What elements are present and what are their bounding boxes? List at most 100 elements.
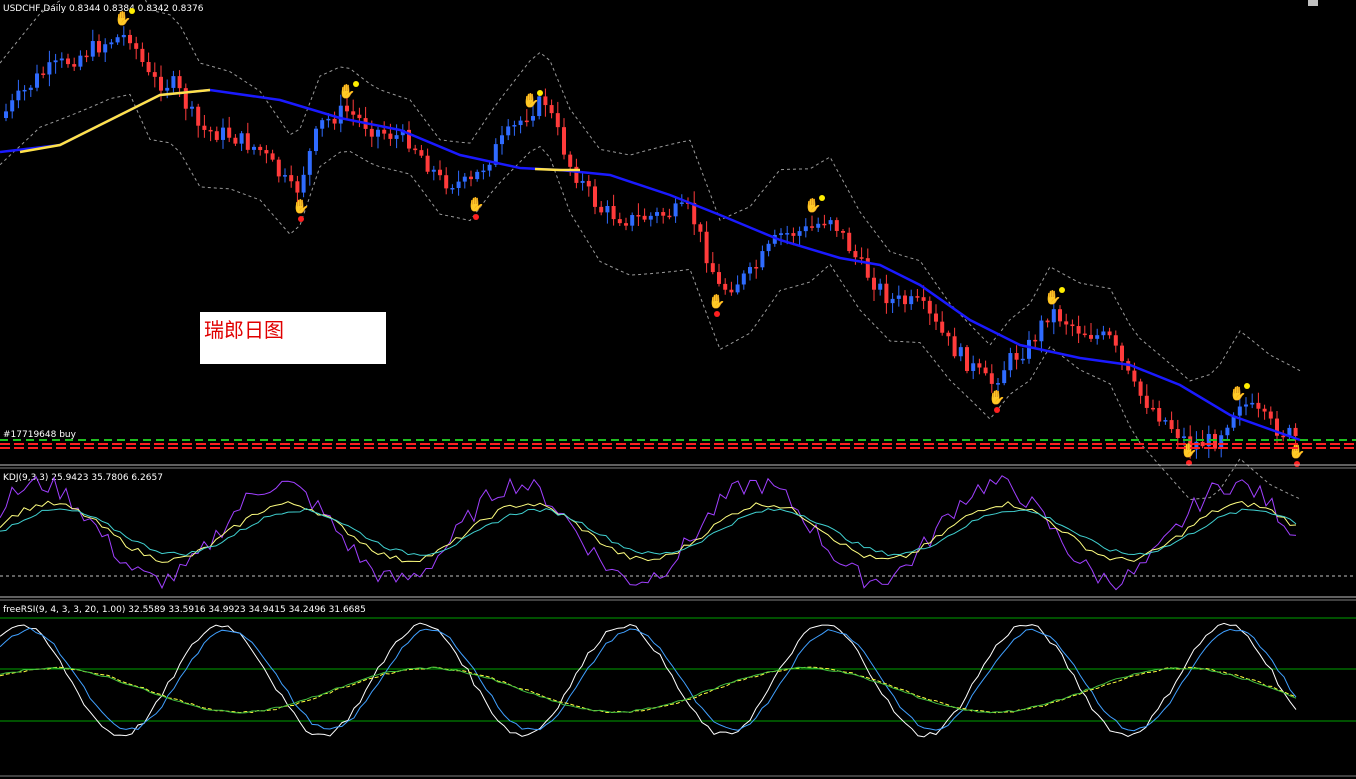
candle-body xyxy=(53,60,58,63)
candle-body xyxy=(1151,407,1155,410)
candle-body xyxy=(1237,406,1242,416)
candle-body xyxy=(1101,331,1106,336)
candle-body xyxy=(245,133,250,150)
candle-body xyxy=(884,283,889,304)
candle-body xyxy=(1089,334,1093,339)
candle-body xyxy=(202,125,207,130)
candle-body xyxy=(630,215,635,226)
candle-body xyxy=(859,257,864,259)
candle-body xyxy=(444,175,449,189)
candle-body xyxy=(1113,335,1118,346)
candle-body xyxy=(307,151,312,175)
candle-body xyxy=(865,258,870,278)
candle-body xyxy=(667,215,672,218)
sell-hand-icon: ✋ xyxy=(338,83,355,100)
candle-body xyxy=(816,223,821,228)
candle-body xyxy=(642,215,647,220)
candle-body xyxy=(394,135,399,139)
candle-body xyxy=(1275,418,1279,436)
candle-body xyxy=(878,283,883,290)
candle-body xyxy=(1287,427,1292,437)
candle-body xyxy=(717,272,721,284)
candle-body xyxy=(413,148,418,151)
candle-body xyxy=(834,220,839,231)
sell-hand-icon: ✋ xyxy=(114,10,131,27)
candle-body xyxy=(165,87,170,91)
candle-body xyxy=(376,129,380,137)
candle-body xyxy=(586,180,591,187)
candle-body xyxy=(574,166,579,183)
buy-hand-icon: ✋ xyxy=(1288,443,1305,460)
candle-body xyxy=(549,105,554,114)
sell-hand-icon: ✋ xyxy=(1229,385,1246,402)
candle-body xyxy=(1027,339,1031,359)
lower-band xyxy=(0,93,1301,501)
candle-body xyxy=(828,220,833,225)
candle-body xyxy=(636,215,641,217)
candle-body xyxy=(1002,370,1007,384)
top-dot xyxy=(537,90,543,96)
rsi-fast-line xyxy=(0,622,1297,738)
sell-hand-icon: ✋ xyxy=(522,92,539,109)
candle-body xyxy=(469,176,473,180)
candle-body xyxy=(97,41,101,53)
candle-body xyxy=(735,284,740,293)
candle-body xyxy=(66,58,70,65)
candle-body xyxy=(543,96,548,106)
candle-body xyxy=(779,233,783,235)
candle-body xyxy=(971,363,976,371)
candle-body xyxy=(1231,415,1236,428)
candle-body xyxy=(512,125,517,127)
candle-body xyxy=(1082,333,1087,336)
candle-body xyxy=(475,171,480,180)
candle-body xyxy=(1008,353,1013,371)
signal-markers: ✋ ✋ ✋ ✋ ✋ ✋ ✋ ✋ ✋ ✋ ✋ ✋ xyxy=(114,8,1305,467)
candle-body xyxy=(1138,381,1143,396)
price-header: USDCHF,Daily 0.8344 0.8384 0.8342 0.8376 xyxy=(3,4,204,14)
candle-body xyxy=(357,114,362,119)
candle-body xyxy=(388,133,393,139)
ma-line-rising xyxy=(534,167,580,172)
top-dot xyxy=(1059,287,1065,293)
candle-body xyxy=(183,88,188,109)
window-handle[interactable] xyxy=(1308,0,1318,6)
order-lines xyxy=(0,439,1356,449)
candle-body xyxy=(487,164,492,171)
candle-body xyxy=(196,106,201,126)
candle-body xyxy=(462,176,467,182)
candle-body xyxy=(692,202,697,225)
top-dot xyxy=(353,81,359,87)
buy-hand-icon: ✋ xyxy=(1180,442,1197,459)
candle-body xyxy=(506,126,511,136)
buy-hand-icon: ✋ xyxy=(988,389,1005,406)
candle-body xyxy=(1225,427,1230,436)
candle-body xyxy=(661,212,666,216)
candle-body xyxy=(382,129,387,134)
candle-body xyxy=(958,347,963,357)
candle-body xyxy=(754,267,759,269)
price-panel: USDCHF,Daily 0.8344 0.8384 0.8342 0.8376… xyxy=(0,0,1356,501)
candle-body xyxy=(611,206,616,220)
candle-body xyxy=(624,223,628,226)
candle-body xyxy=(1045,320,1050,323)
rsi-slow-line xyxy=(0,666,1297,714)
candle-body xyxy=(766,243,771,252)
kdj-panel: KDJ(9,3,3) 25.9423 35.7806 6.2657 xyxy=(0,473,1356,591)
candle-body xyxy=(35,73,39,88)
bottom-dot xyxy=(994,407,1000,413)
bottom-dot xyxy=(473,214,479,220)
candle-body xyxy=(320,120,325,129)
candle-body xyxy=(772,234,777,244)
candle-body xyxy=(1262,408,1267,412)
rsi-slow2-line xyxy=(0,666,1297,714)
bottom-dot xyxy=(1294,461,1300,467)
rsi-header: freeRSI(9, 4, 3, 3, 20, 1.00) 32.5589 33… xyxy=(3,605,366,615)
candle-body xyxy=(301,174,306,193)
candle-body xyxy=(934,313,938,322)
candle-body xyxy=(580,180,585,183)
candle-body xyxy=(1256,402,1261,409)
candle-body xyxy=(927,300,932,314)
candle-body xyxy=(710,263,715,273)
candle-body xyxy=(785,233,790,235)
